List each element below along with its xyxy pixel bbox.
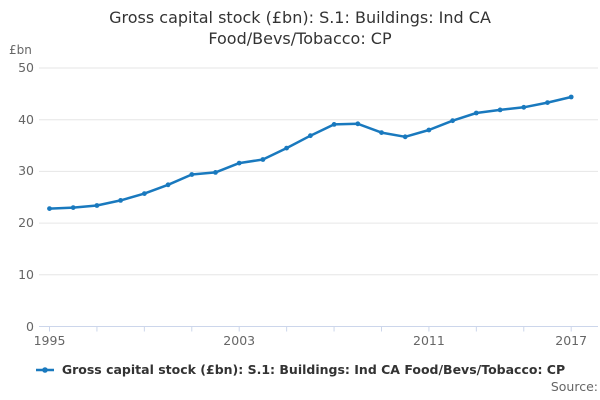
data-point-marker	[379, 130, 384, 136]
data-point-marker	[521, 104, 527, 110]
y-tick-label: 30	[18, 163, 34, 179]
y-tick-label: 20	[18, 215, 34, 231]
y-tick-label: 40	[18, 111, 34, 127]
data-point-marker	[450, 118, 455, 124]
data-point-marker	[118, 198, 123, 203]
y-tick-label: 10	[18, 266, 34, 282]
data-point-marker	[308, 133, 313, 139]
chart-title: Gross capital stock (£bn): S.1: Building…	[0, 7, 600, 49]
data-point-marker	[473, 110, 479, 116]
data-point-marker	[213, 170, 218, 175]
data-series-line	[48, 95, 573, 210]
data-point-marker	[284, 145, 289, 151]
chart-title-text: Gross capital stock (£bn): S.1: Building…	[109, 8, 491, 48]
data-point-marker	[142, 191, 147, 197]
legend-label: Gross capital stock (£bn): S.1: Building…	[61, 362, 566, 377]
data-point-marker	[402, 134, 408, 140]
data-point-marker	[70, 205, 76, 211]
data-point-marker	[568, 94, 574, 100]
x-tick-label: 2003	[223, 333, 256, 348]
data-point-marker	[331, 122, 337, 127]
x-tick-label: 1995	[33, 333, 66, 348]
data-point-marker	[165, 182, 171, 188]
data-point-marker	[94, 203, 100, 208]
x-tick-label: 2011	[413, 333, 445, 348]
data-point-marker	[189, 172, 195, 177]
data-point-marker	[260, 157, 266, 162]
data-point-marker	[355, 121, 361, 127]
y-axis-unit-label: £bn	[9, 43, 32, 57]
data-point-marker	[236, 160, 242, 166]
data-point-marker	[497, 107, 503, 113]
x-tick-label: 2017	[555, 333, 588, 348]
source-label: Source:	[550, 379, 598, 394]
legend-line-marker-icon	[35, 366, 54, 373]
data-point-marker	[47, 206, 52, 212]
data-point-marker	[426, 127, 432, 133]
data-point-marker	[545, 100, 550, 105]
y-tick-label: 0	[26, 318, 34, 334]
legend-item[interactable]: Gross capital stock (£bn): S.1: Building…	[0, 362, 600, 377]
y-tick-label: 50	[18, 60, 34, 75]
